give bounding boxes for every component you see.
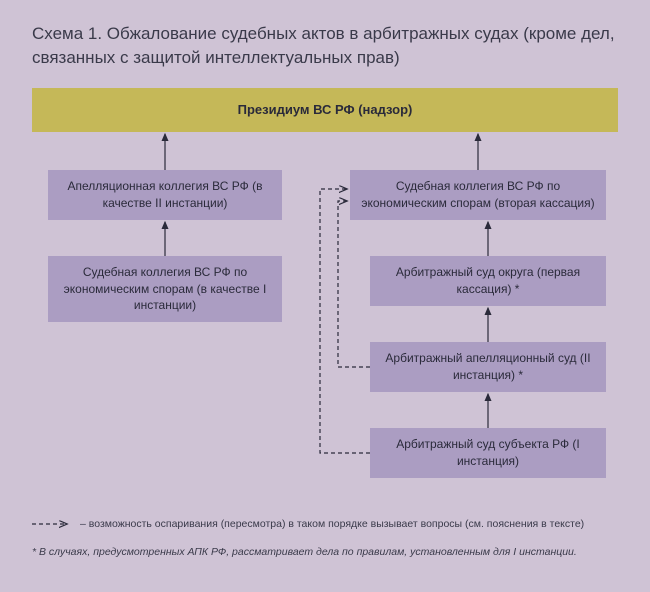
- node-label: Президиум ВС РФ (надзор): [238, 101, 413, 119]
- legend-text: – возможность оспаривания (пересмотра) в…: [80, 518, 584, 530]
- node-subject-court: Арбитражный суд субъекта РФ (I инстанция…: [370, 428, 606, 478]
- diagram-title: Схема 1. Обжалование судебных актов в ар…: [32, 22, 618, 70]
- node-label: Апелляционная коллегия ВС РФ (в качестве…: [58, 178, 272, 212]
- arrow-dashed: [338, 201, 370, 367]
- node-label: Судебная коллегия ВС РФ по экономическим…: [58, 264, 272, 314]
- node-appeal-college: Апелляционная коллегия ВС РФ (в качестве…: [48, 170, 282, 220]
- node-label: Судебная коллегия ВС РФ по экономическим…: [360, 178, 596, 212]
- node-presidium: Президиум ВС РФ (надзор): [32, 88, 618, 132]
- node-label: Арбитражный апелляционный суд (II инстан…: [380, 350, 596, 384]
- legend-dash-icon: [32, 519, 72, 529]
- footnote-text: * В случаях, предусмотренных АПК РФ, рас…: [32, 546, 618, 558]
- legend-row: – возможность оспаривания (пересмотра) в…: [32, 518, 584, 530]
- node-appeal-court: Арбитражный апелляционный суд (II инстан…: [370, 342, 606, 392]
- node-label: Арбитражный суд субъекта РФ (I инстанция…: [380, 436, 596, 470]
- node-judicial-college-right: Судебная коллегия ВС РФ по экономическим…: [350, 170, 606, 220]
- node-label: Арбитражный суд округа (первая кассация)…: [380, 264, 596, 298]
- node-judicial-college-left: Судебная коллегия ВС РФ по экономическим…: [48, 256, 282, 322]
- node-district-court: Арбитражный суд округа (первая кассация)…: [370, 256, 606, 306]
- arrow-dashed: [320, 189, 370, 453]
